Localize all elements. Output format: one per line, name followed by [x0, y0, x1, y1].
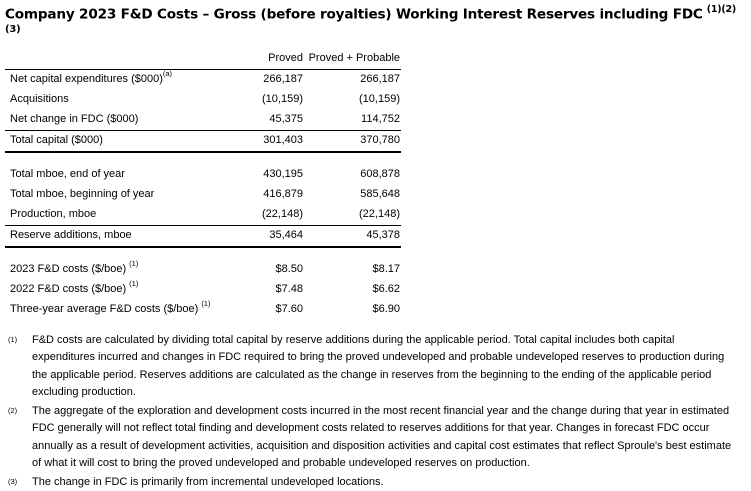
footnote-marker: (3) — [8, 476, 18, 486]
row-label-sup: (1) — [201, 299, 211, 309]
cell-proved: $8.50 — [275, 263, 303, 276]
cell-proved: (22,148) — [236, 204, 304, 226]
footnote-text: The aggregate of the exploration and dev… — [32, 404, 732, 470]
cell-proved-probable: $6.62 — [372, 283, 400, 296]
cell-proved-probable: 45,378 — [304, 225, 401, 248]
row-label: Net change in FDC ($000) — [10, 113, 139, 126]
column-header-empty — [5, 48, 236, 70]
row-label: Total mboe, beginning of year — [10, 188, 155, 201]
cell-proved-probable: 266,187 — [360, 73, 400, 86]
table-row-net-change-in-fdc: Net change in FDC ($000) 45,375 114,752 — [5, 109, 401, 131]
row-label: Production, mboe — [10, 208, 97, 221]
cell-proved: 301,403 — [236, 130, 304, 153]
row-label: Reserve additions, mboe — [10, 229, 132, 242]
table-row-net-capital-expenditures: Net capital expenditures ($000)(a) 266,1… — [5, 69, 401, 90]
row-label: Net capital expenditures ($000) — [10, 73, 163, 86]
table-row-reserve-additions: Reserve additions, mboe 35,464 45,378 — [5, 225, 401, 248]
title-footnote-ref-line2: (3) — [5, 23, 21, 35]
row-label: Total mboe, end of year — [10, 168, 125, 181]
table-header-row: Proved Proved + Probable — [5, 48, 401, 70]
cell-proved: $7.60 — [275, 303, 303, 316]
footnote-marker: (2) — [8, 405, 18, 415]
footnote-marker: (1) — [8, 334, 18, 344]
footnote-2: (2) The aggregate of the exploration and… — [8, 403, 744, 473]
cell-proved: 416,879 — [263, 188, 303, 201]
row-label-sup: (a) — [162, 69, 173, 79]
table-row-three-year-average-fd-costs: Three-year average F&D costs ($/boe) (1) … — [5, 300, 401, 320]
table-row-2022-fd-costs: 2022 F&D costs ($/boe) (1) $7.48 $6.62 — [5, 280, 401, 300]
spacer-row — [5, 152, 401, 165]
row-label: Acquisitions — [10, 93, 69, 106]
cell-proved-probable: $6.90 — [372, 303, 400, 316]
column-header-proved-probable: Proved + Probable — [304, 48, 401, 70]
title-footnote-refs: (1)(2) — [706, 4, 737, 15]
cell-proved-probable: $8.17 — [372, 263, 400, 276]
row-label-sup: (1) — [129, 259, 139, 269]
table-row-acquisitions: Acquisitions (10,159) (10,159) — [5, 90, 401, 110]
cell-proved: 266,187 — [263, 73, 303, 86]
spacer-row — [5, 247, 401, 260]
footnote-1: (1) F&D costs are calculated by dividing… — [8, 332, 744, 402]
table-row-total-capital: Total capital ($000) 301,403 370,780 — [5, 130, 401, 153]
cell-proved: 45,375 — [236, 109, 304, 131]
cell-proved-probable: (10,159) — [359, 93, 400, 106]
cell-proved: $7.48 — [275, 283, 303, 296]
cell-proved: (10,159) — [262, 93, 303, 106]
fd-costs-table: Proved Proved + Probable Net capital exp… — [5, 48, 401, 320]
row-label: 2023 F&D costs ($/boe) — [10, 263, 127, 276]
table-row-2023-fd-costs: 2023 F&D costs ($/boe) (1) $8.50 $8.17 — [5, 260, 401, 280]
table-row-production-mboe: Production, mboe (22,148) (22,148) — [5, 204, 401, 226]
cell-proved: 35,464 — [236, 225, 304, 248]
cell-proved: 430,195 — [263, 168, 303, 181]
footnote-3: (3) The change in FDC is primarily from … — [8, 474, 744, 491]
footnote-text: F&D costs are calculated by dividing tot… — [32, 333, 725, 399]
row-label: Total capital ($000) — [10, 134, 103, 147]
footnotes: (1) F&D costs are calculated by dividing… — [8, 332, 744, 491]
cell-proved-probable: 608,878 — [360, 168, 400, 181]
cell-proved-probable: 370,780 — [304, 130, 401, 153]
cell-proved-probable: (22,148) — [304, 204, 401, 226]
cell-proved-probable: 114,752 — [304, 109, 401, 131]
footnote-text: The change in FDC is primarily from incr… — [32, 475, 384, 488]
row-label: Three-year average F&D costs ($/boe) — [10, 303, 199, 316]
cell-proved-probable: 585,648 — [360, 188, 400, 201]
column-header-proved: Proved — [236, 48, 304, 70]
row-label-sup: (1) — [129, 279, 139, 289]
row-label: 2022 F&D costs ($/boe) — [10, 283, 127, 296]
page-title: Company 2023 F&D Costs – Gross (before r… — [0, 0, 751, 36]
table-row-total-mboe-end-of-year: Total mboe, end of year 430,195 608,878 — [5, 165, 401, 185]
table-row-total-mboe-beginning-of-year: Total mboe, beginning of year 416,879 58… — [5, 185, 401, 205]
page-title-text: Company 2023 F&D Costs – Gross (before r… — [5, 6, 703, 23]
